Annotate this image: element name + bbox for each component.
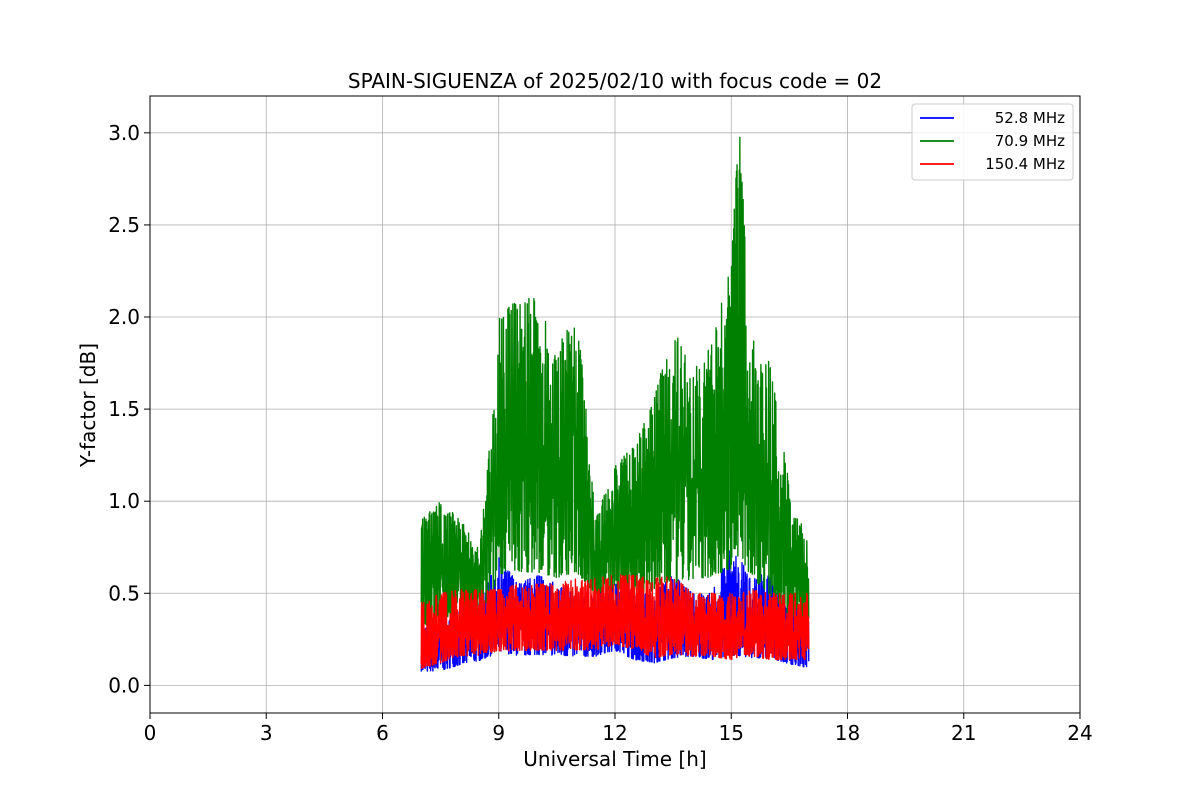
y-tick-label: 1.0 [108,489,140,513]
x-tick-label: 0 [144,721,157,745]
x-tick-label: 3 [260,721,273,745]
y-tick-label: 0.5 [108,581,140,605]
series-layer [420,136,810,672]
x-tick-label: 9 [492,721,505,745]
legend-label: 150.4 MHz [985,155,1065,173]
y-tick-label: 2.5 [108,213,140,237]
legend-box [911,103,1074,181]
x-tick-label: 6 [376,721,389,745]
legend-label: 70.9 MHz [995,132,1065,150]
series-line [420,574,810,670]
x-axis: 0 3 6 9 12 15 18 21 24 [144,713,1093,745]
legend-label: 52.8 MHz [995,109,1065,127]
legend: 52.8 MHz 70.9 MHz 150.4 MHz [911,103,1074,181]
y-axis: 0.0 0.5 1.0 1.5 2.0 2.5 3.0 [108,121,150,697]
y-tick-label: 3.0 [108,121,140,145]
x-tick-label: 15 [719,721,744,745]
y-axis-label: Y-factor [dB] [76,343,100,468]
x-tick-label: 21 [951,721,976,745]
x-tick-label: 12 [602,721,627,745]
y-tick-label: 0.0 [108,673,140,697]
x-axis-label: Universal Time [h] [523,747,706,771]
x-tick-label: 18 [835,721,860,745]
x-tick-label: 24 [1067,721,1092,745]
series-line [420,136,810,628]
y-tick-label: 1.5 [108,397,140,421]
y-tick-label: 2.0 [108,305,140,329]
chart-title: SPAIN-SIGUENZA of 2025/02/10 with focus … [348,69,882,93]
